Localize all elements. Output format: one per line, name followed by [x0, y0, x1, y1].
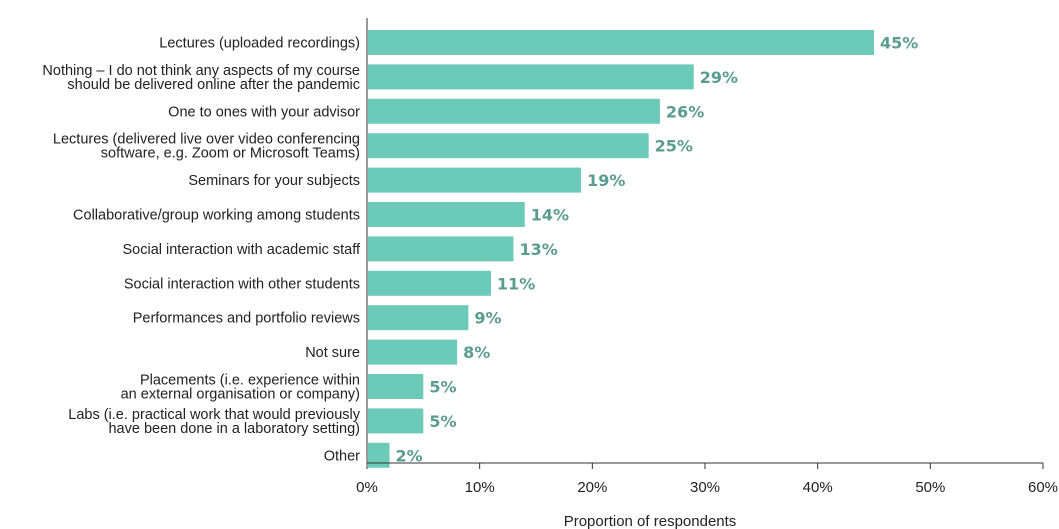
value-label: 45%	[880, 34, 918, 53]
category-label-line: Social interaction with academic staff	[123, 242, 361, 258]
bar	[368, 442, 390, 468]
value-label: 19%	[587, 171, 625, 190]
bar	[368, 374, 424, 399]
bar	[368, 98, 660, 124]
value-label: 2%	[396, 446, 423, 465]
category-label: Lectures (uploaded recordings)	[159, 36, 360, 52]
x-tick-label: 40%	[803, 479, 833, 496]
x-tick-label: 60%	[1028, 479, 1058, 496]
category-label: Social interaction with academic staff	[123, 242, 361, 258]
x-tick-label: 0%	[356, 479, 378, 496]
value-labels: 45% 29% 26% 25% 19% 14% 13% 11% 9% 8% 5% 5% 2%	[396, 34, 919, 466]
x-tick-label: 20%	[577, 479, 607, 496]
bar	[368, 30, 874, 55]
category-label-line: Nothing – I do not think any aspects of …	[42, 63, 360, 79]
bar	[368, 339, 458, 365]
category-label: Nothing – I do not think any aspects of …	[42, 63, 360, 93]
bars	[368, 30, 874, 468]
category-label: Labs (i.e. practical work that would pre…	[68, 407, 360, 437]
value-label: 14%	[531, 206, 569, 225]
bar	[368, 202, 525, 227]
category-label-line: software, e.g. Zoom or Microsoft Teams)	[101, 146, 360, 162]
x-tick-label: 10%	[465, 479, 495, 496]
value-label: 25%	[655, 137, 693, 156]
category-label: Other	[324, 448, 360, 464]
category-label: One to ones with your advisor	[168, 104, 360, 120]
category-label-line: Labs (i.e. practical work that would pre…	[68, 407, 360, 423]
category-label: Not sure	[305, 345, 360, 361]
category-label-line: Other	[324, 448, 360, 464]
category-label-line: an external organisation or company)	[121, 387, 360, 403]
x-tick-label: 30%	[690, 479, 720, 496]
bar	[368, 305, 469, 331]
value-label: 11%	[497, 274, 535, 293]
bar	[368, 236, 514, 262]
category-label-line: Seminars for your subjects	[188, 173, 360, 189]
category-label: Lectures (delivered live over video conf…	[53, 132, 360, 162]
category-label-line: Lectures (delivered live over video conf…	[53, 132, 360, 148]
bar	[368, 64, 694, 90]
x-tick-label: 50%	[915, 479, 945, 496]
category-label: Placements (i.e. experience within an ext…	[121, 373, 360, 403]
category-label-line: Not sure	[305, 345, 360, 361]
category-label: Performances and portfolio reviews	[133, 311, 360, 327]
category-label-line: Social interaction with other students	[124, 276, 360, 292]
value-label: 26%	[666, 102, 704, 121]
category-label-line: Placements (i.e. experience within	[140, 373, 360, 389]
category-label: Seminars for your subjects	[188, 173, 360, 189]
x-axis-title: Proportion of respondents	[564, 513, 737, 529]
value-label: 29%	[700, 68, 738, 87]
category-label-line: Collaborative/group working among studen…	[73, 208, 360, 224]
value-label: 5%	[429, 378, 456, 397]
value-label: 8%	[463, 343, 490, 362]
category-labels: Lectures (uploaded recordings) Nothing – …	[42, 36, 361, 465]
category-label-line: Lectures (uploaded recordings)	[159, 36, 360, 52]
x-axis: 0% 10% 20% 30% 40% 50% 60%	[356, 18, 1058, 496]
bar	[368, 133, 649, 159]
value-label: 9%	[474, 309, 501, 328]
category-label: Collaborative/group working among studen…	[73, 208, 360, 224]
category-label-line: Performances and portfolio reviews	[133, 311, 360, 327]
bar	[368, 167, 582, 193]
bar	[368, 408, 424, 434]
category-label: Social interaction with other students	[124, 276, 360, 292]
value-label: 5%	[429, 412, 456, 431]
category-label-line: should be delivered online after the pan…	[67, 77, 360, 93]
category-label-line: One to ones with your advisor	[168, 104, 360, 120]
bar	[368, 270, 491, 296]
value-label: 13%	[519, 240, 557, 259]
category-label-line: have been done in a laboratory setting)	[108, 421, 360, 437]
